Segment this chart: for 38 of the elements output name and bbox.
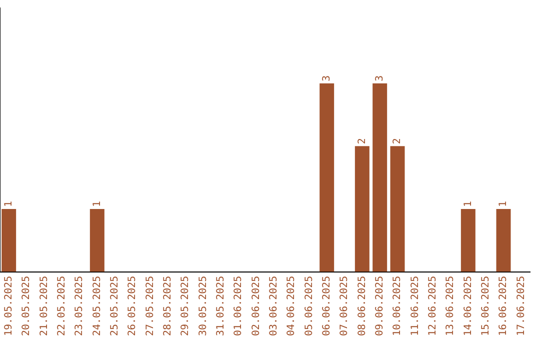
x-tick-label: 23.05.2025: [74, 276, 86, 336]
data-label: 2: [392, 138, 404, 144]
x-tick-label: 15.06.2025: [480, 276, 492, 336]
data-label: 3: [321, 75, 332, 82]
x-tick-label: 26.05.2025: [127, 276, 138, 336]
x-tick-label: 13.06.2025: [445, 276, 456, 336]
x-tick-label: 01.06.2025: [233, 276, 244, 336]
x-tick-label: 12.06.2025: [427, 276, 438, 336]
x-tick-label: 30.05.2025: [198, 276, 209, 336]
x-tick-label: 21.05.2025: [38, 276, 50, 336]
data-label: 3: [374, 75, 386, 82]
data-label: 1: [3, 200, 14, 207]
x-tick-label: 28.05.2025: [162, 276, 174, 336]
x-tick-label: 10.06.2025: [392, 276, 404, 336]
x-tick-label: 19.05.2025: [3, 276, 14, 336]
data-label: 1: [462, 200, 474, 207]
x-tick-label: 09.06.2025: [374, 276, 386, 336]
x-tick-label: 25.05.2025: [109, 276, 120, 336]
x-tick-label: 03.06.2025: [268, 276, 280, 336]
data-label: 2: [356, 138, 368, 144]
data-label: 1: [92, 200, 103, 207]
x-tick-label: 17.06.2025: [516, 276, 527, 336]
x-tick-label: 16.06.2025: [498, 276, 510, 336]
x-tick-label: 20.05.2025: [21, 276, 32, 336]
x-tick-label: 22.05.2025: [56, 276, 68, 336]
x-tick-label: 24.05.2025: [92, 276, 103, 336]
x-tick-label: 31.05.2025: [215, 276, 226, 336]
x-tick-label: 08.06.2025: [356, 276, 368, 336]
x-tick-label: 04.06.2025: [286, 276, 298, 336]
x-tick-label: 11.06.2025: [410, 276, 421, 336]
x-tick-label: 27.05.2025: [144, 276, 156, 336]
x-tick-label: 14.06.2025: [462, 276, 474, 336]
x-tick-label: 05.06.2025: [304, 276, 315, 336]
x-tick-label: 07.06.2025: [339, 276, 350, 336]
x-tick-label: 02.06.2025: [250, 276, 262, 336]
data-label: 1: [498, 200, 510, 207]
x-tick-label: 06.06.2025: [321, 276, 332, 336]
x-tick-label: 29.05.2025: [180, 276, 192, 336]
